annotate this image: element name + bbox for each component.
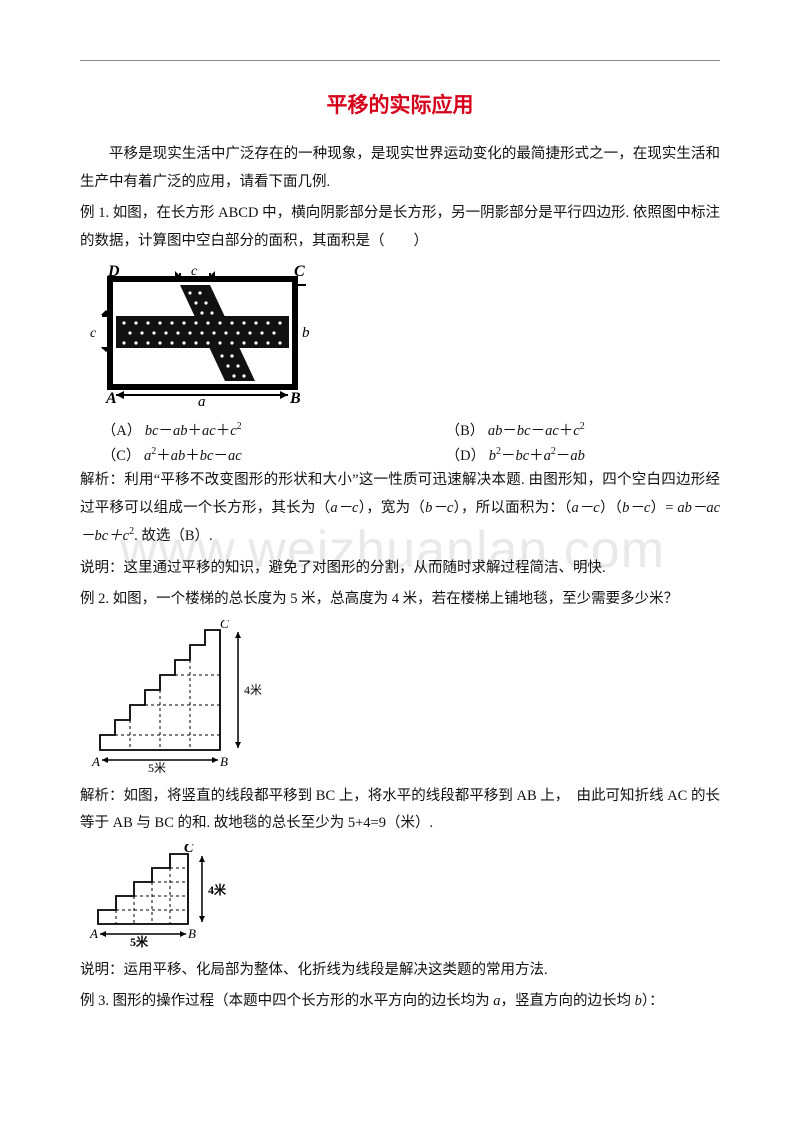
analysis-2: 解析：如图，将竖直的线段都平移到 BC 上，将水平的线段都平移到 AB 上， 由… [80,783,720,838]
note-1: 说明：这里通过平移的知识，避免了对图形的分割，从而随时求解过程简洁、明快. [80,555,720,583]
fig1-label-C: C [294,263,305,280]
option-B: （B） ab－bc－ac＋c2 [424,419,720,440]
fig2-ht: 4米 [244,683,262,697]
fig3-ht: 4米 [208,882,227,897]
note-2: 说明：运用平移、化局部为整体、化折线为线段是解决这类题的常用方法. [80,957,720,985]
analysis-1: 解析：利用“平移不改变图形的形状和大小”这一性质可迅速解决本题. 由图形知，四个… [80,467,720,550]
example-1-stem: 例 1. 如图，在长方形 ABCD 中，横向阴影部分是长方形，另一阴影部分是平行… [80,200,720,255]
fig3-C: C [184,844,194,856]
fig2-A: A [91,754,100,769]
option-A: （A） bc－ab＋ac＋c2 [80,419,424,440]
fig1-dim-b: b [302,325,310,341]
top-rule [80,60,720,61]
example-3-stem: 例 3. 图形的操作过程（本题中四个长方形的水平方向的边长均为 a，竖直方向的边… [80,988,720,1016]
options-row-2: （C） a2＋ab＋bc－ac （D） b2－bc＋a2－ab [80,444,720,465]
fig1-label-D: D [107,263,120,280]
figure-3: A B C 5米 4米 [80,844,720,949]
fig1-dim-a: a [198,394,206,410]
fig3-A: A [89,926,98,941]
intro-paragraph: 平移是现实生活中广泛存在的一种现象，是现实世界运动变化的最简捷形式之一，在现实生… [80,141,720,196]
fig2-B: B [220,754,228,769]
ex1-text: 例 1. 如图，在长方形 ABCD 中，横向阴影部分是长方形，另一阴影部分是平行… [80,205,720,249]
fig3-len: 5米 [130,934,149,949]
fig1-dim-c-top: c [191,264,198,279]
fig3-B: B [188,926,196,941]
fig1-label-B: B [289,390,301,407]
fig2-len: 5米 [148,761,166,775]
fig2-C: C [220,620,229,631]
example-2-stem: 例 2. 如图，一个楼梯的总长度为 5 米，总高度为 4 米，若在楼梯上铺地毯，… [80,586,720,614]
option-D: （D） b2－bc＋a2－ab [424,444,720,465]
options-row-1: （A） bc－ab＋ac＋c2 （B） ab－bc－ac＋c2 [80,419,720,440]
option-C: （C） a2＋ab＋bc－ac [80,444,424,465]
page-title: 平移的实际应用 [80,89,720,119]
figure-2: A B C 5米 4米 [80,620,720,775]
figure-1: D C A B c c b a [80,261,720,411]
fig1-dim-c-left: c [90,326,97,341]
fig1-label-A: A [105,390,117,407]
